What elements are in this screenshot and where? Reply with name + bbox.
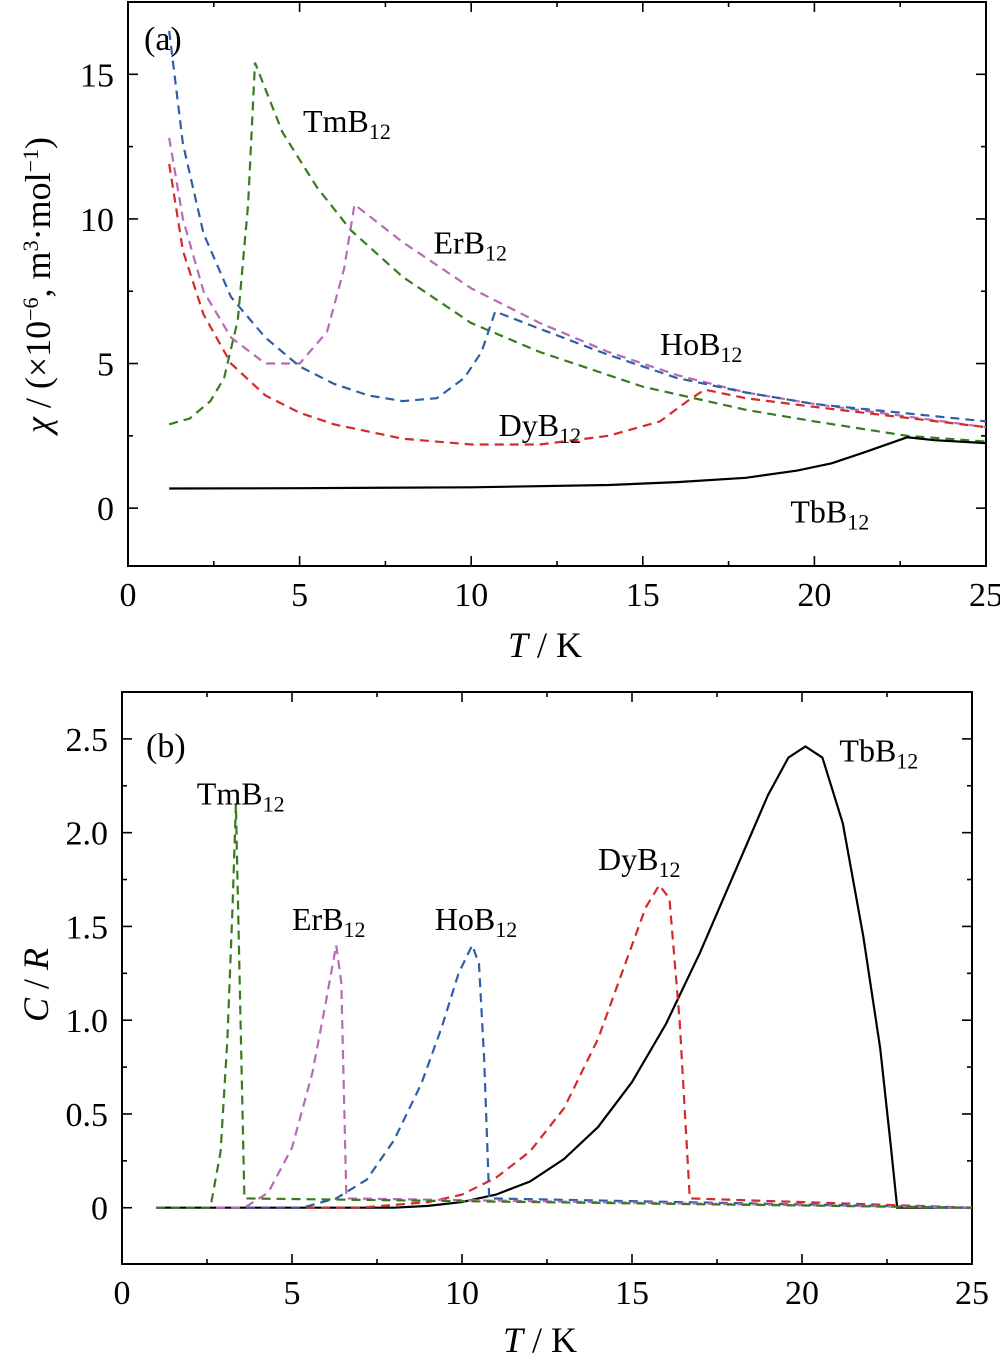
y-tick-label: 0 <box>97 491 114 528</box>
series-label-dyb12: DyB12 <box>598 841 680 882</box>
series-label-tbb12: TbB12 <box>790 494 869 535</box>
x-tick-label: 10 <box>454 577 488 614</box>
y-tick-label: 1.5 <box>66 909 109 946</box>
series-label-erb12: ErB12 <box>433 225 507 266</box>
panel-a-chi: 0 5 10 15 20 25 0 5 10 15 TmB12 ErB12 HoB12 DyB12 TbB… <box>18 1 1000 665</box>
x-tick-label: 5 <box>284 1275 301 1312</box>
panel-b-label: (b) <box>146 728 186 765</box>
y-tick-label: 15 <box>80 57 114 94</box>
series-label-tbb12: TbB12 <box>839 732 918 773</box>
panel-b-xlabel: T / K <box>503 1320 577 1360</box>
y-tick-label: 2.5 <box>66 722 109 759</box>
panel-b-ticks: 0 5 10 15 20 25 0 0.5 1.0 1.5 2.0 2.5 <box>66 692 989 1312</box>
panel-b-heat-capacity: 0 5 10 15 20 25 0 0.5 1.0 1.5 2.0 2.5 TmB12 ErB12 HoB… <box>16 691 989 1360</box>
series-tmb12-line <box>168 62 987 443</box>
series-erb12-line <box>168 137 987 429</box>
x-tick-label: 25 <box>969 577 1000 614</box>
series-label-tmb12: TmB12 <box>197 776 285 817</box>
x-tick-label: 10 <box>445 1275 479 1312</box>
x-tick-label: 15 <box>615 1275 649 1312</box>
series-hob12-line <box>156 942 973 1209</box>
panel-a-curves <box>168 30 987 490</box>
y-tick-label: 10 <box>80 202 114 239</box>
series-label-hob12: HoB12 <box>660 326 742 367</box>
y-tick-label: 5 <box>97 347 114 384</box>
series-label-erb12: ErB12 <box>292 901 366 942</box>
y-tick-label: 0 <box>91 1191 108 1228</box>
panel-b-curves <box>156 745 973 1209</box>
panel-a-series-labels: TmB12 ErB12 HoB12 DyB12 TbB12 <box>303 103 869 534</box>
series-label-tmb12: TmB12 <box>303 103 391 144</box>
panel-b-series-labels: TmB12 ErB12 HoB12 DyB12 TbB12 <box>197 732 918 942</box>
series-label-hob12: HoB12 <box>435 901 517 942</box>
x-tick-label: 20 <box>797 577 831 614</box>
x-tick-label: 0 <box>120 577 137 614</box>
panel-b-ylabel: C / R <box>16 948 56 1022</box>
panel-a-frame <box>127 1 987 567</box>
x-tick-label: 0 <box>114 1275 131 1312</box>
series-label-dyb12: DyB12 <box>499 407 581 448</box>
x-tick-label: 20 <box>785 1275 819 1312</box>
series-tbb12-line <box>169 436 987 490</box>
series-dyb12-line <box>168 163 987 446</box>
x-tick-label: 5 <box>291 577 308 614</box>
y-tick-label: 2.0 <box>66 816 109 853</box>
panel-a-ylabel: χ / (×10−6, m3·mol−1) <box>18 137 59 436</box>
panel-a-label: (a) <box>144 21 182 58</box>
series-erb12-line <box>156 945 973 1209</box>
panel-a-xlabel: T / K <box>508 625 582 665</box>
y-tick-label: 0.5 <box>66 1097 109 1134</box>
series-tbb12-line <box>156 745 972 1209</box>
x-tick-label: 25 <box>955 1275 989 1312</box>
panel-a-ticks: 0 5 10 15 20 25 0 5 10 15 <box>80 2 1000 614</box>
x-tick-label: 15 <box>626 577 660 614</box>
series-hob12-line <box>168 30 987 423</box>
series-dyb12-line <box>156 883 973 1209</box>
y-tick-label: 1.0 <box>66 1003 109 1040</box>
